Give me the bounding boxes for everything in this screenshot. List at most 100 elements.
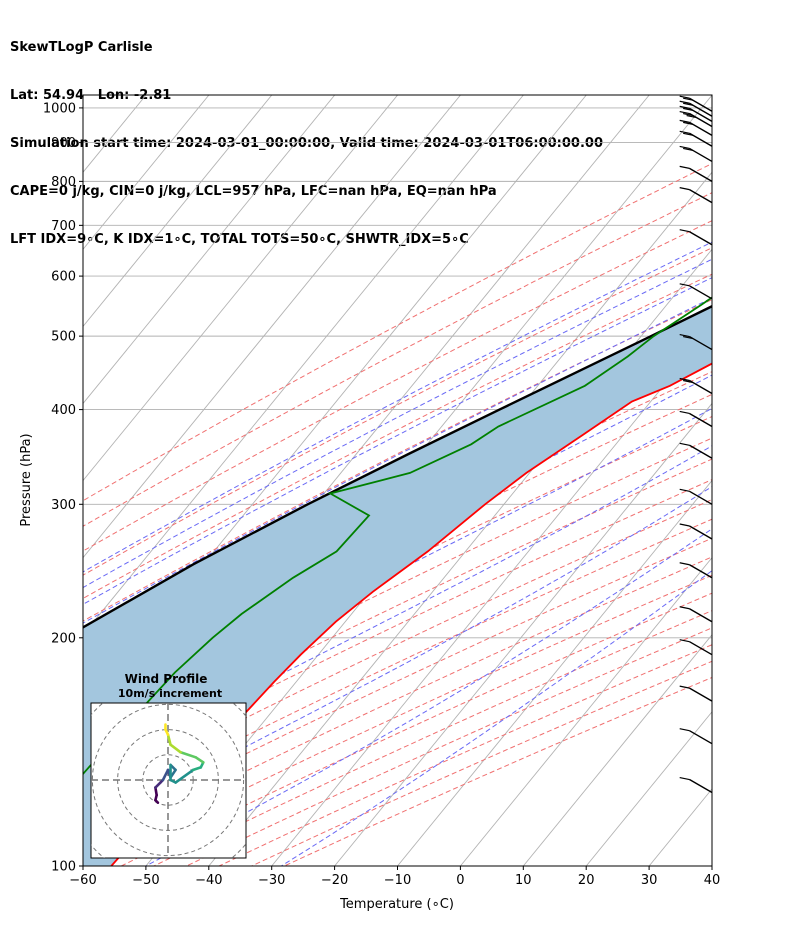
cin-shading [83, 306, 712, 866]
parcel-profile-line [83, 304, 712, 629]
wind-barb [689, 608, 713, 623]
y-axis-label: Pressure (hPa) [19, 433, 34, 526]
wind-barb-flag [683, 121, 694, 125]
hodograph-segment [191, 766, 203, 772]
wind-barb-flag [679, 639, 690, 643]
x-tick-label: −10 [384, 873, 411, 888]
x-tick-label: −20 [321, 873, 348, 888]
x-tick-label: 10 [515, 873, 532, 888]
dewpoint-line [83, 296, 712, 776]
dry-adiabat [83, 458, 712, 765]
moist-adiabat [83, 297, 712, 624]
wind-barb-flag [679, 442, 690, 446]
wind-barb [689, 730, 713, 745]
wind-barb [689, 189, 713, 204]
wind-barb-flag [679, 333, 690, 338]
wind-barb-flag [679, 95, 690, 99]
station-title: SkewTLogP Carlisle [10, 40, 153, 55]
wind-barb [689, 112, 713, 128]
wind-barb-flag [683, 112, 694, 117]
dry-adiabat [251, 660, 712, 866]
isotherm-gridline [83, 95, 273, 328]
isotherm-gridline [0, 95, 20, 866]
x-axis-label: Temperature (∘C) [339, 897, 454, 912]
y-tick-label: 600 [51, 270, 76, 285]
wind-barb [689, 147, 713, 163]
wind-barb [689, 525, 713, 540]
stability-indices-line-2: LFT IDX=9∘C, K IDX=1∘C, TOTAL TOTS=50∘C,… [10, 232, 469, 247]
isotherm-gridline [83, 95, 210, 251]
y-tick-label: 900 [51, 136, 76, 151]
wind-barb-flag [683, 335, 694, 340]
isotherm-gridline [83, 95, 336, 405]
y-tick-label: 800 [51, 175, 76, 190]
y-tick-label: 500 [51, 330, 76, 345]
y-tick-label: 300 [51, 498, 76, 513]
wind-barb-flag [679, 606, 690, 610]
wind-barb [689, 285, 713, 300]
isotherm-gridline [271, 325, 712, 866]
wind-barb-flag [679, 410, 690, 415]
wind-barb [689, 167, 713, 182]
wind-barb-flag [679, 187, 690, 191]
wind-barb-flag [679, 283, 690, 287]
stability-indices-line-1: CAPE=0 j/kg, CIN=0 j/kg, LCL=957 hPa, LF… [10, 184, 497, 199]
wind-barb-flag [683, 97, 694, 101]
wind-barb-flag [679, 105, 690, 109]
moist-adiabat [145, 528, 712, 866]
wind-barb [689, 778, 713, 794]
wind-barb [689, 132, 713, 147]
wind-barb [689, 444, 713, 459]
wind-barb-flag [683, 147, 694, 152]
wind-barb [689, 687, 713, 702]
hodograph-ring [91, 703, 245, 857]
wind-barb-flag [679, 229, 690, 233]
hodograph-segment [174, 768, 195, 784]
wind-barb-flag [679, 728, 690, 732]
wind-barb-flag [679, 776, 690, 781]
y-tick-label: 100 [51, 860, 76, 875]
wind-barb [689, 412, 713, 428]
hodograph-segment [179, 750, 198, 759]
dry-adiabat [83, 299, 712, 622]
wind-barb-flag [686, 114, 697, 119]
hodograph-segment [161, 768, 170, 782]
simulation-times: Simulation start time: 2024-03-01_00:00:… [10, 136, 603, 151]
x-tick-label: 40 [704, 873, 721, 888]
wind-barb [689, 121, 713, 136]
isotherm-gridline [585, 711, 712, 866]
isotherm-gridline [711, 865, 712, 866]
x-tick-label: 0 [456, 873, 464, 888]
x-tick-label: −30 [258, 873, 285, 888]
wind-barb-flag [679, 377, 690, 382]
y-tick-label: 700 [51, 219, 76, 234]
chart-header: SkewTLogP Carlisle Lat: 54.94 Lon: -2.81… [10, 8, 603, 264]
wind-barb-flag [679, 110, 690, 115]
isotherm-gridline [522, 634, 712, 866]
wind-barb-flag [679, 145, 690, 150]
isotherm-gridline [334, 402, 712, 866]
wind-barb-flag [683, 379, 694, 384]
x-tick-label: −60 [69, 873, 96, 888]
x-tick-label: −50 [132, 873, 159, 888]
isotherm-gridline [208, 248, 712, 866]
mixing-ratio-line [735, 92, 794, 276]
hodograph-segment [169, 743, 182, 754]
wind-barb-flag [679, 130, 690, 134]
dry-adiabat [83, 537, 712, 836]
moist-adiabat [83, 445, 712, 778]
moist-adiabat [83, 407, 712, 735]
wind-barb-flag [683, 107, 694, 111]
dry-adiabat [83, 273, 712, 600]
wind-barb [689, 102, 713, 117]
wind-barb-flag [679, 488, 690, 492]
isotherm-gridline [648, 788, 712, 866]
wind-barb [689, 490, 713, 505]
moist-adiabat [83, 241, 712, 573]
wind-barb-flag [679, 100, 690, 104]
wind-barb [689, 97, 713, 112]
dry-adiabat [83, 192, 712, 527]
hodograph-segment [194, 756, 205, 764]
moist-adiabat [83, 258, 712, 589]
